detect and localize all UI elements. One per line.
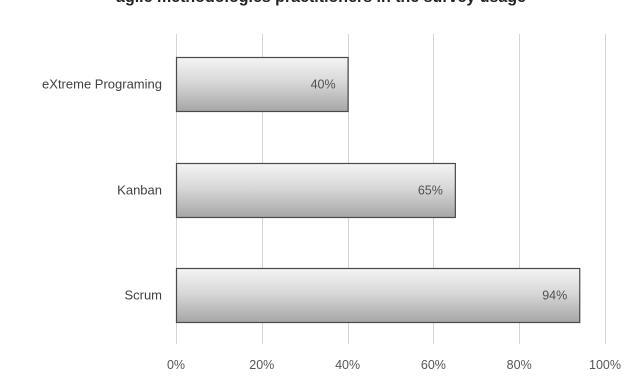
x-tick-label: 100% bbox=[589, 358, 621, 372]
bar-scrum bbox=[175, 267, 581, 324]
x-tick-label: 20% bbox=[249, 358, 274, 372]
category-label: Kanban bbox=[117, 183, 162, 198]
x-tick-label: 60% bbox=[421, 358, 446, 372]
bar-extreme-programing bbox=[175, 56, 349, 113]
labels: 0% 20% 40% 60% 80% 100% eXtreme Programing 40% K… bbox=[42, 77, 621, 373]
x-tick-label: 40% bbox=[335, 358, 360, 372]
data-label: 65% bbox=[418, 184, 443, 198]
data-label: 94% bbox=[542, 289, 567, 303]
bars bbox=[175, 56, 581, 324]
data-label: 40% bbox=[311, 78, 336, 92]
bar-kanban bbox=[175, 162, 456, 219]
x-tick-label: 0% bbox=[167, 358, 185, 372]
category-label: eXtreme Programing bbox=[42, 77, 162, 92]
chart-title-partial: agile methodologies practitioners in the… bbox=[0, 0, 642, 9]
x-tick-label: 80% bbox=[507, 358, 532, 372]
category-label: Scrum bbox=[124, 288, 162, 303]
